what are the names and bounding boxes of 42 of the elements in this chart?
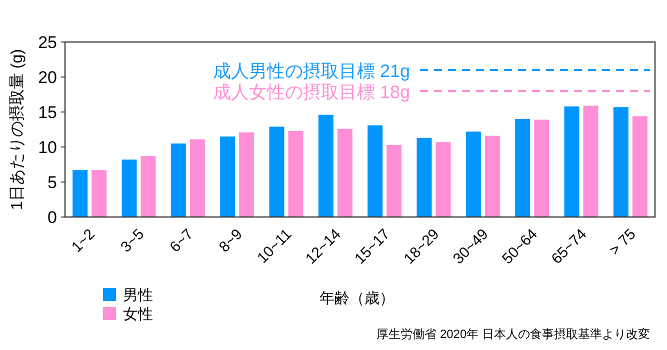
bar xyxy=(466,132,481,217)
y-tick-label: 0 xyxy=(48,208,57,227)
bar xyxy=(220,136,236,217)
text: 厚生労働省 2020年 日本人の食事摂取基準より改変 xyxy=(376,327,650,341)
x-tick-label: 1~2 xyxy=(68,226,98,256)
bar xyxy=(534,120,550,217)
bar xyxy=(170,144,186,217)
bar xyxy=(386,144,402,217)
x-tick-label: > 75 xyxy=(606,226,640,259)
bar xyxy=(92,170,107,217)
bar xyxy=(239,132,254,217)
bar xyxy=(632,116,648,217)
bar xyxy=(288,130,304,217)
bar xyxy=(416,138,432,217)
bar xyxy=(583,106,598,217)
legend-label: 女性 xyxy=(123,306,153,323)
y-tick-label: 25 xyxy=(38,33,57,52)
bar xyxy=(337,128,352,217)
ref-line-label: 成人女性の摂取目標 18g xyxy=(212,82,410,102)
bar xyxy=(368,125,383,217)
bar xyxy=(436,142,451,217)
y-tick-label: 5 xyxy=(48,173,57,192)
bar xyxy=(140,156,156,217)
y-tick-label: 20 xyxy=(38,68,57,87)
bar xyxy=(122,160,137,217)
x-tick-label: 6~7 xyxy=(166,226,197,256)
bar xyxy=(318,114,334,217)
bar xyxy=(484,136,500,217)
ref-line-label: 成人男性の摂取目標 21g xyxy=(212,61,410,81)
bar xyxy=(613,107,628,217)
bar xyxy=(269,126,284,217)
y-tick-label: 10 xyxy=(38,138,57,157)
bar xyxy=(72,170,88,217)
x-tick-label: 8~9 xyxy=(216,226,246,256)
x-tick-label: 3~5 xyxy=(118,226,148,256)
legend-label: 男性 xyxy=(123,287,153,304)
bar xyxy=(564,106,580,217)
bar xyxy=(515,119,530,217)
y-tick-label: 15 xyxy=(38,103,57,122)
bar xyxy=(190,139,205,217)
x-axis-title: 年齢（歳） xyxy=(320,290,394,307)
y-axis-title: 1日あたりの摂取量 (g) xyxy=(9,49,26,210)
